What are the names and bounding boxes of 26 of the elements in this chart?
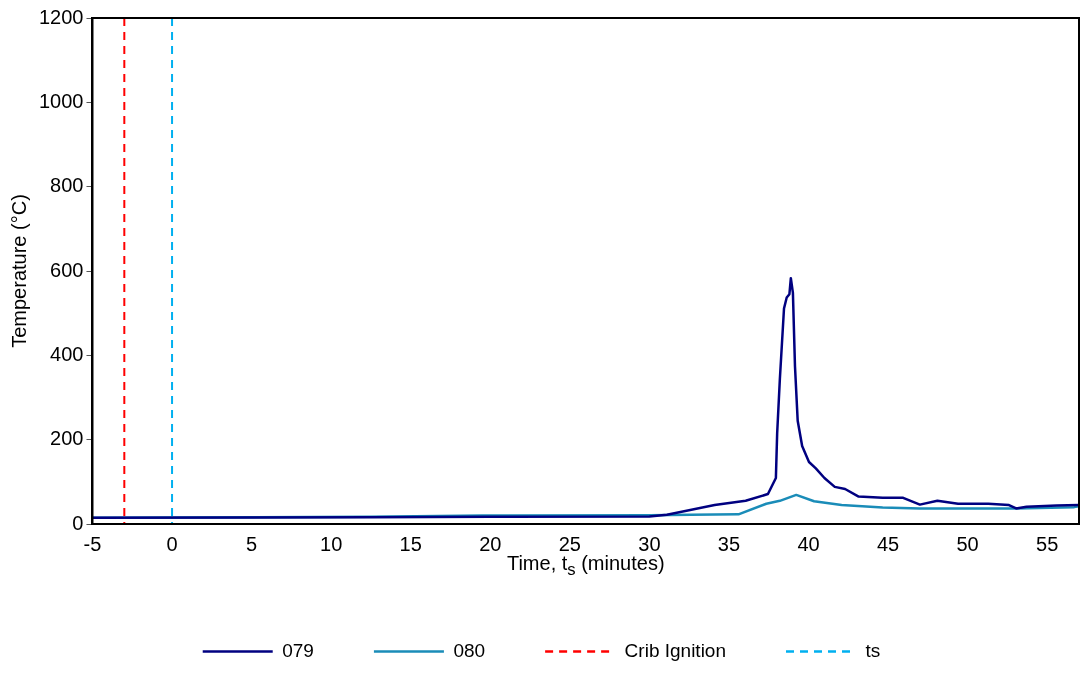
x-tick-label: 40	[797, 532, 820, 555]
y-tick-label: 800	[50, 174, 84, 197]
y-tick-label: 1200	[38, 5, 84, 28]
y-tick-label: 0	[72, 511, 84, 534]
y-tick-label: 1000	[38, 89, 84, 112]
y-axis-title: Temperature (°C)	[7, 194, 30, 348]
legend-label: 079	[282, 639, 314, 661]
y-tick-label: 400	[50, 342, 84, 365]
x-tick-label: 5	[246, 532, 258, 555]
x-axis-title: Time, t$_{s}$ (minutes)	[506, 552, 665, 579]
x-tick-label: 55	[1036, 532, 1059, 555]
x-tick-label: 10	[320, 532, 343, 555]
x-tick-label: 15	[399, 532, 422, 555]
y-tick-label: 200	[50, 427, 84, 450]
x-tick-label: 0	[166, 532, 178, 555]
x-tick-label: 45	[876, 532, 900, 555]
legend-label: Crib Ignition	[624, 639, 727, 661]
legend-label: ts	[865, 639, 881, 661]
x-tick-label: 30	[638, 532, 661, 555]
x-tick-label: 25	[558, 532, 581, 555]
legend-label: 080	[453, 639, 486, 661]
x-tick-label: -5	[83, 532, 102, 555]
x-tick-label: 20	[479, 532, 502, 555]
x-tick-label: 50	[956, 532, 979, 555]
x-tick-label: 35	[717, 532, 741, 555]
y-tick-label: 600	[50, 258, 84, 281]
